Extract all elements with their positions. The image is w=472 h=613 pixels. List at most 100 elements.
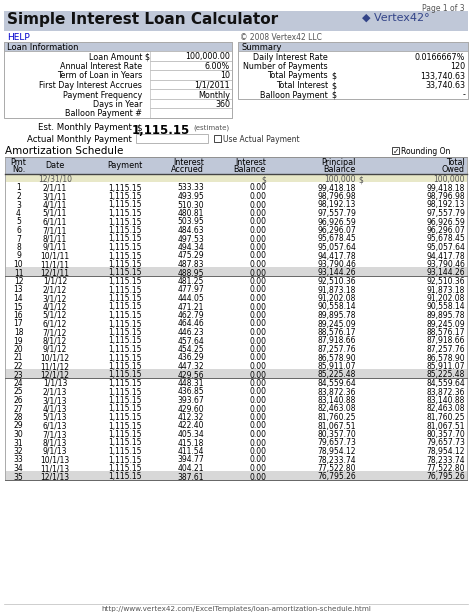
Text: 0.00: 0.00 [249,370,266,379]
Text: Summary: Summary [241,43,281,52]
Bar [5,301,467,310]
Text: 12: 12 [14,277,23,286]
Bar [5,318,467,327]
Bar [150,51,232,61]
Text: Principal: Principal [321,158,356,167]
Bar [5,242,467,250]
Bar [5,156,467,479]
Text: 87,257.76: 87,257.76 [426,345,465,354]
Text: Interest: Interest [173,158,204,167]
Text: 89,245.09: 89,245.09 [317,319,356,329]
Text: 1,115.15: 1,115.15 [109,328,142,337]
Text: 4/1/11: 4/1/11 [43,200,67,210]
Text: 97,557.79: 97,557.79 [317,209,356,218]
Text: 404.21: 404.21 [177,464,204,473]
Text: 3/1/13: 3/1/13 [43,396,67,405]
Text: 95,057.64: 95,057.64 [317,243,356,252]
Text: 89,895.78: 89,895.78 [427,311,465,320]
Text: 93,790.46: 93,790.46 [426,260,465,269]
Text: 0.00: 0.00 [249,422,266,430]
Text: 100,000.00: 100,000.00 [185,53,230,61]
Text: 8: 8 [16,243,21,252]
Text: 100,000: 100,000 [433,175,465,184]
Text: 91,873.18: 91,873.18 [427,286,465,294]
Text: 6: 6 [16,226,21,235]
Text: HELP: HELP [7,33,30,42]
Bar [5,437,467,446]
Text: 80,357.70: 80,357.70 [317,430,356,439]
Text: 11/1/12: 11/1/12 [41,362,69,371]
Text: 444.05: 444.05 [177,294,204,303]
Text: 1,115.15: 1,115.15 [109,345,142,354]
Text: 3/1/12: 3/1/12 [43,294,67,303]
Text: (estimate): (estimate) [193,124,229,131]
Text: 0.00: 0.00 [249,251,266,261]
Text: 81,067.51: 81,067.51 [318,422,356,430]
Text: 1,115.15: 1,115.15 [109,387,142,397]
Text: 30: 30 [14,430,24,439]
Text: 80,357.70: 80,357.70 [426,430,465,439]
Bar [238,42,468,99]
Text: ✓: ✓ [393,147,399,156]
Text: 6/1/11: 6/1/11 [43,218,67,226]
Text: 33: 33 [14,455,24,465]
Bar [5,173,467,182]
Text: Annual Interest Rate: Annual Interest Rate [60,62,142,71]
Bar [5,191,467,199]
Bar [5,216,467,224]
Text: 471.21: 471.21 [177,302,204,311]
Text: Monthly: Monthly [198,91,230,99]
Text: 133,740.63: 133,740.63 [420,72,465,80]
Text: 10/1/13: 10/1/13 [41,455,70,465]
Text: 0.00: 0.00 [249,464,266,473]
Text: 5: 5 [16,218,21,226]
Text: 79,657.73: 79,657.73 [426,438,465,447]
Text: 27: 27 [14,405,23,414]
Text: 1,115.15: 1,115.15 [109,209,142,218]
Bar [5,275,467,284]
Bar [4,11,468,31]
Bar [5,224,467,233]
Bar [4,42,232,118]
Text: 82,463.08: 82,463.08 [427,405,465,414]
Text: 2: 2 [16,192,21,201]
Text: 78,954.12: 78,954.12 [318,447,356,456]
Text: 1,115.15: 1,115.15 [109,251,142,261]
Bar [5,207,467,216]
Text: 93,144.26: 93,144.26 [317,268,356,278]
Text: 86,578.90: 86,578.90 [317,354,356,362]
Text: 6.00%: 6.00% [205,62,230,71]
Bar [4,42,232,51]
Text: 1/1/2011: 1/1/2011 [194,81,230,90]
Text: 89,245.09: 89,245.09 [426,319,465,329]
Text: 8/1/12: 8/1/12 [43,337,67,346]
Text: 0.00: 0.00 [249,430,266,439]
Bar [150,70,232,80]
Text: 91,873.18: 91,873.18 [318,286,356,294]
Text: Rounding On: Rounding On [401,148,450,156]
Bar [392,147,399,153]
Text: Days in Year: Days in Year [93,100,142,109]
Text: 1,115.15: 1,115.15 [109,413,142,422]
Text: 497.53: 497.53 [177,235,204,243]
Text: 78,233.74: 78,233.74 [317,455,356,465]
Text: 32: 32 [14,447,23,456]
Text: 81,760.25: 81,760.25 [427,413,465,422]
Text: Date: Date [45,161,65,170]
Text: 493.95: 493.95 [177,192,204,201]
Text: 1,115.15: 1,115.15 [109,354,142,362]
Text: 15: 15 [14,302,23,311]
Text: 0.00: 0.00 [249,447,266,456]
Text: 81,067.51: 81,067.51 [427,422,465,430]
Text: 77,522.80: 77,522.80 [427,464,465,473]
Text: 0.00: 0.00 [249,243,266,252]
Bar [5,199,467,207]
Text: Pmt: Pmt [10,158,26,167]
Bar [5,233,467,242]
Text: 12/31/10: 12/31/10 [38,175,72,184]
Text: 0.00: 0.00 [249,200,266,210]
Text: 1/1/12: 1/1/12 [43,277,67,286]
Text: Accrued: Accrued [171,165,204,174]
Text: 484.63: 484.63 [177,226,204,235]
Text: 84,559.64: 84,559.64 [426,379,465,388]
